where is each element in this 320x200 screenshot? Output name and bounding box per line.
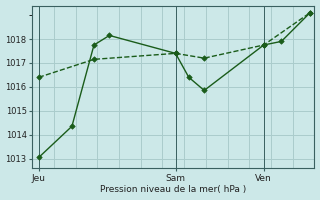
X-axis label: Pression niveau de la mer( hPa ): Pression niveau de la mer( hPa ) [100,185,246,194]
